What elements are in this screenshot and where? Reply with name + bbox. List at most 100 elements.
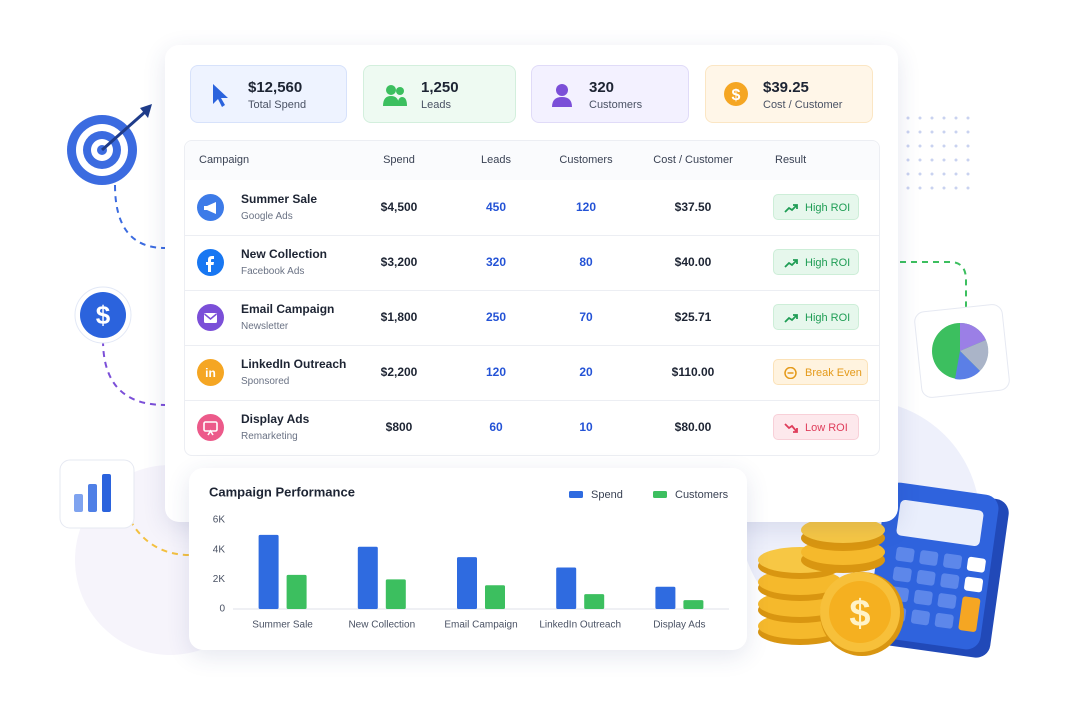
leads-cell: 320 <box>485 255 507 269</box>
result-text: Low ROI <box>805 422 848 434</box>
icon <box>552 84 572 107</box>
bar <box>485 585 505 609</box>
kpi-label: Cost / Customer <box>763 99 843 111</box>
icon <box>203 421 218 436</box>
legend-swatch <box>653 491 667 498</box>
cost-cell: $110.00 <box>671 365 715 379</box>
campaign-icon: in <box>197 359 224 386</box>
svg-text:$: $ <box>96 300 111 330</box>
svg-text:$: $ <box>732 87 741 104</box>
table-frame <box>184 140 880 456</box>
icon <box>784 259 798 268</box>
connector <box>129 519 191 556</box>
column-header: Customers <box>559 154 613 166</box>
target-icon <box>67 104 152 185</box>
result-badge: Break Even <box>773 359 868 385</box>
bar <box>286 574 307 609</box>
spend-cell: $2,200 <box>380 365 418 379</box>
campaign-source: Newsletter <box>241 321 289 332</box>
x-tick-label: New Collection <box>348 620 415 631</box>
icon <box>383 85 407 106</box>
y-tick-label: 2K <box>213 574 226 585</box>
dot-grid <box>906 116 970 190</box>
y-tick-label: 6K <box>213 515 226 526</box>
dollar-icon: $ <box>74 286 132 344</box>
coins: $ <box>758 517 904 656</box>
svg-text:in: in <box>205 366 216 380</box>
table-header <box>185 141 879 180</box>
kpi-card: 320 Customers <box>531 65 689 123</box>
kpi-value: $39.25 <box>763 79 809 96</box>
row-divider <box>185 235 879 236</box>
spend-cell: $3,200 <box>380 255 418 269</box>
icon: in <box>205 366 216 380</box>
customers-cell: 120 <box>575 200 597 214</box>
campaign-source: Sponsored <box>241 376 290 387</box>
spend-cell: $1,800 <box>380 310 418 324</box>
svg-text:$: $ <box>849 593 870 635</box>
bar <box>584 594 605 609</box>
bar <box>556 567 577 609</box>
bar <box>457 557 477 609</box>
campaign-name: Email Campaign <box>241 302 335 316</box>
cost-cell: $80.00 <box>674 420 712 434</box>
x-tick-label: LinkedIn Outreach <box>539 620 621 631</box>
icon <box>784 367 797 379</box>
campaign-name: LinkedIn Outreach <box>241 357 347 371</box>
connector <box>900 261 967 308</box>
bar <box>655 586 676 609</box>
y-tick-label: 4K <box>213 544 226 555</box>
kpi-card: 1,250 Leads <box>363 65 516 123</box>
legend-label: Spend <box>591 489 623 501</box>
connector <box>114 184 166 249</box>
bar <box>258 534 279 609</box>
icon <box>784 204 798 213</box>
result-badge: High ROI <box>773 249 859 275</box>
kpi-value: 1,250 <box>421 79 459 96</box>
chart: Campaign Performance 0 2K 4K 6K Spend Custome… <box>209 484 729 631</box>
kpi-label: Leads <box>421 99 451 111</box>
x-tick-label: Email Campaign <box>444 620 517 631</box>
bar <box>683 600 704 609</box>
column-header: Result <box>775 154 807 166</box>
result-badge: High ROI <box>773 194 859 220</box>
legend-swatch <box>569 491 583 498</box>
customers-cell: 80 <box>579 255 593 269</box>
kpi-card: $12,560 Total Spend <box>190 65 347 123</box>
spend-cell: $800 <box>385 420 413 434</box>
campaign-source: Remarketing <box>241 431 298 442</box>
column-header: Spend <box>383 154 415 166</box>
campaign-icon <box>197 194 224 221</box>
result-text: Break Even <box>805 367 862 379</box>
column-header: Leads <box>481 154 511 166</box>
kpi-value: 320 <box>589 79 615 96</box>
campaign-source: Google Ads <box>241 211 293 222</box>
bar <box>385 579 406 609</box>
leads-cell: 120 <box>485 365 507 379</box>
spend-cell: $4,500 <box>380 200 418 214</box>
result-text: High ROI <box>805 257 851 269</box>
row-divider <box>185 290 879 291</box>
cost-cell: $25.71 <box>674 310 712 324</box>
chart-title: Campaign Performance <box>209 484 355 499</box>
customers-cell: 70 <box>579 310 593 324</box>
x-tick-label: Summer Sale <box>252 620 313 631</box>
leads-cell: 250 <box>485 310 507 324</box>
cost-cell: $40.00 <box>674 255 712 269</box>
cost-cell: $37.50 <box>674 200 712 214</box>
leads-cell: 450 <box>485 200 507 214</box>
icon: $ <box>724 82 748 106</box>
bar <box>357 546 378 609</box>
result-text: High ROI <box>805 202 851 214</box>
icon <box>206 256 214 272</box>
column-header: Cost / Customer <box>653 154 733 166</box>
customers-cell: 20 <box>579 365 593 379</box>
bar-icon <box>59 459 135 529</box>
result-text: High ROI <box>805 312 851 324</box>
campaign-name: Summer Sale <box>241 192 318 206</box>
kpi-label: Customers <box>589 99 643 111</box>
leads-cell: 60 <box>489 420 503 434</box>
icon <box>784 314 798 323</box>
